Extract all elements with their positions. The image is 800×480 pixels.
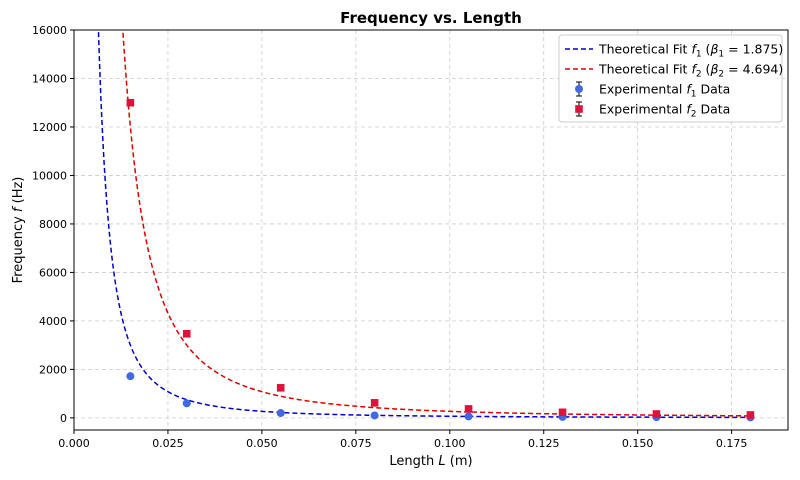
f2-data-point [126, 98, 135, 107]
f2-data-point [464, 405, 473, 413]
y-tick-label: 8000 [39, 218, 67, 231]
y-tick-label: 6000 [39, 266, 67, 279]
legend-label: Theoretical Fit f2 (β2 = 4.694) [598, 62, 783, 80]
y-tick-label: 12000 [32, 121, 67, 134]
plot-frame [73, 29, 789, 431]
f2-data-point [652, 410, 661, 418]
x-axis-label: Length L (m) [389, 454, 472, 469]
legend-text-part: Theoretical Fit [598, 42, 691, 57]
y-axis-label: Frequency f (Hz) [11, 177, 26, 284]
legend-label: Experimental f2 Data [599, 102, 730, 120]
legend-subscript: 1 [696, 50, 702, 60]
y-tick-label: 2000 [39, 363, 67, 376]
x-tick-label: 0.075 [340, 437, 372, 450]
f2-data-point [276, 384, 285, 392]
legend-text-part: Experimental [599, 102, 686, 117]
x-tick-label: 0.125 [528, 437, 560, 450]
legend-label: Experimental f1 Data [599, 82, 730, 100]
legend-text-part: Theoretical Fit [598, 62, 691, 77]
legend-symbol: β [709, 42, 718, 57]
legend-text-part: = 1.875) [724, 42, 783, 57]
legend-text-part: ( [702, 62, 711, 77]
y-tick-label: 4000 [39, 315, 67, 328]
legend-box [558, 34, 783, 123]
axis-variable-symbol: L [438, 454, 445, 469]
legend-subscript: 1 [718, 50, 724, 60]
legend: Theoretical Fit f1 (β1 = 1.875)Theoretic… [558, 34, 783, 123]
fit-curves [97, 30, 752, 419]
y-tick-label: 14000 [32, 72, 67, 85]
axis-variable-symbol: f [11, 205, 26, 212]
f1-data-point [182, 399, 191, 408]
y-tick-label: 0 [60, 412, 67, 425]
legend-symbol: f [686, 82, 692, 97]
legend-subscript: 2 [696, 70, 702, 80]
legend-symbol: f [686, 102, 692, 117]
legend-text-part: Data [696, 82, 730, 97]
x-tick-label: 0.100 [434, 437, 466, 450]
x-tick-label: 0.025 [152, 437, 184, 450]
x-tick-label: 0.150 [622, 437, 654, 450]
f2-data-point [746, 411, 755, 419]
legend-marker-square [575, 105, 583, 113]
legend-symbol: f [691, 62, 697, 77]
f2-data-point [182, 329, 191, 338]
legend-symbol: β [709, 62, 718, 77]
f1-data-point [464, 412, 473, 421]
f2-data-point [558, 408, 567, 417]
x-tick-label: 0.000 [58, 437, 90, 450]
legend-subscript: 1 [691, 90, 697, 100]
legend-text-part: Experimental [599, 82, 686, 97]
data-points [126, 98, 755, 422]
legend-subscript: 2 [718, 70, 724, 80]
legend-marker-circle [575, 85, 583, 93]
legend-text-part: Data [696, 102, 730, 117]
chart-title: Frequency vs. Length [340, 9, 522, 27]
x-tick-label: 0.175 [716, 437, 748, 450]
axis-ticks: 0.000 0.025 0.050 0.075 0.100 0.125 0.150 0.175… [32, 24, 747, 450]
f1-data-point [126, 372, 135, 381]
legend-label: Theoretical Fit f1 (β1 = 1.875) [598, 42, 783, 60]
f1-data-point [370, 411, 379, 420]
f1-data-point [276, 409, 285, 418]
y-tick-label: 10000 [32, 169, 67, 182]
y-tick-label: 16000 [32, 24, 67, 37]
fit-curve-f2 [122, 30, 752, 417]
f2-data-point [370, 399, 379, 407]
legend-text-part: = 4.694) [724, 62, 783, 77]
fit-curve-f1 [97, 30, 752, 419]
legend-subscript: 2 [691, 110, 697, 120]
legend-text-part: ( [702, 42, 711, 57]
legend-symbol: f [691, 42, 697, 57]
x-tick-label: 0.050 [246, 437, 278, 450]
